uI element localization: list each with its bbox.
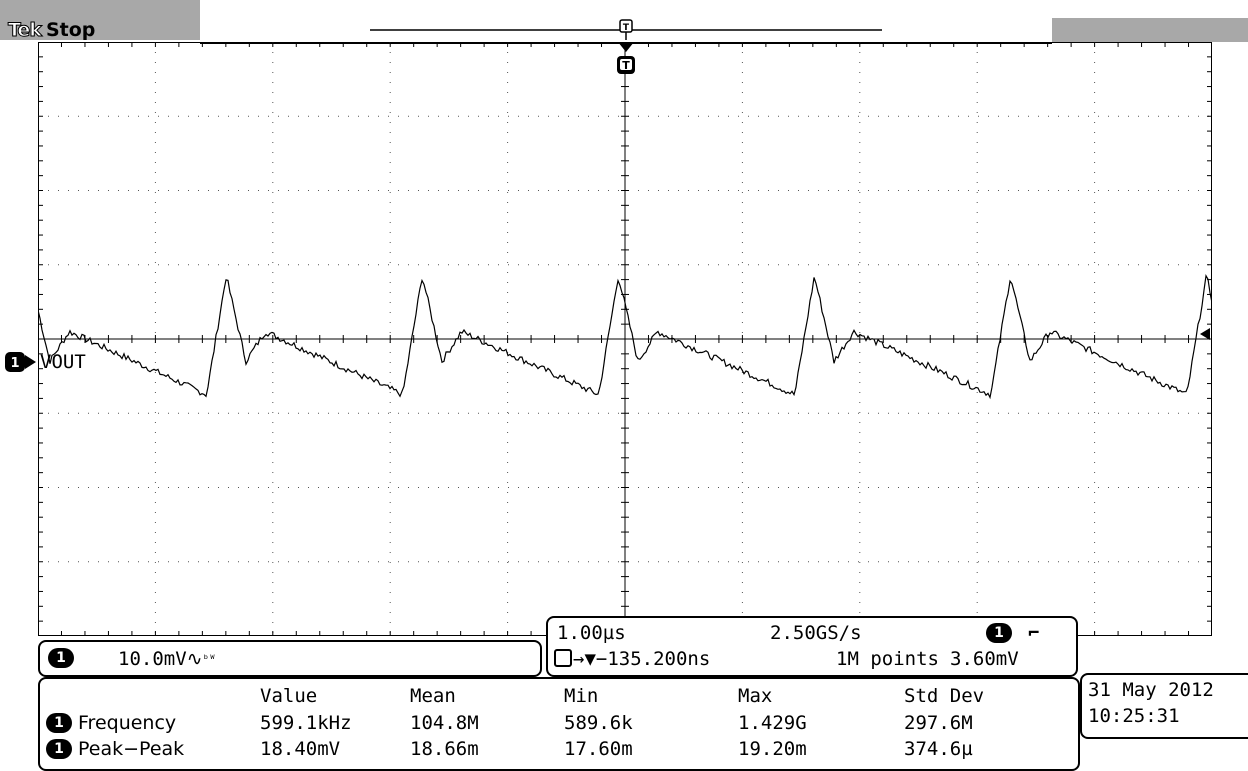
waveform-trace	[38, 274, 1212, 400]
column-header-max: Max	[738, 685, 773, 707]
measurement-max: 1.429G	[738, 712, 807, 734]
timebase-value: 1.00µs	[557, 622, 626, 644]
record-view-bar: T	[200, 18, 1052, 44]
vertical-scale-group: 10.0mV∿ᵇᵂ	[118, 647, 216, 672]
measurement-source-badge: 1	[46, 713, 72, 733]
column-header-std-dev: Std Dev	[904, 685, 985, 707]
sample-rate-value: 2.50GS/s	[770, 622, 862, 644]
header-status-bar-right	[1052, 18, 1248, 42]
trigger-position-group: →▼−135.200ns	[554, 647, 710, 671]
bandwidth-limit-icon: ᵇᵂ	[202, 652, 216, 666]
measurement-name: Peak−Peak	[78, 738, 185, 760]
vertical-scale-value: 10.0mV	[118, 648, 187, 670]
measurement-std-dev: 297.6M	[904, 712, 973, 734]
header-status-bar	[0, 0, 200, 40]
time-value: 10:25:31	[1088, 705, 1180, 727]
trigger-position-icon: T	[619, 19, 633, 40]
coupling-icon: ∿	[186, 648, 203, 670]
column-header-mean: Mean	[410, 685, 456, 707]
trigger-marker-icon: T	[617, 42, 635, 74]
channel-label: VOUT	[40, 351, 86, 373]
brand-logo: Tek	[8, 19, 43, 42]
trigger-source-badge: 1	[986, 623, 1012, 643]
date-value: 31 May 2012	[1088, 679, 1214, 701]
measurement-mean: 18.66m	[410, 738, 479, 760]
trigger-level-value: 3.60mV	[950, 648, 1019, 670]
record-view-indicator: T	[370, 19, 882, 40]
trigger-position-value: →▼−135.200ns	[573, 648, 711, 670]
measurement-min: 17.60m	[564, 738, 633, 760]
column-header-min: Min	[564, 685, 599, 707]
measurement-max: 19.20m	[738, 738, 807, 760]
waveform-graticule: T	[38, 42, 1212, 636]
record-length-value: 1M points	[836, 648, 939, 670]
vertical-scale-readout[interactable]: 1 10.0mV∿ᵇᵂ	[38, 640, 542, 677]
horizontal-trigger-readout[interactable]: 1.00µs 2.50GS/s 1 ⌐ →▼−135.200ns 1M poin…	[546, 616, 1078, 677]
trigger-level-icon	[1200, 328, 1210, 340]
measurements-table[interactable]: Value Mean Min Max Std Dev 1 Frequency 5…	[38, 677, 1080, 771]
graticule-grid	[38, 42, 1212, 636]
measurement-source-badge: 1	[46, 739, 72, 759]
channel-marker-number: 1	[10, 356, 19, 371]
measurement-mean: 104.8M	[410, 712, 479, 734]
column-header-value: Value	[260, 685, 318, 707]
channel-badge: 1	[48, 648, 74, 668]
trigger-slope-icon: ⌐	[1028, 622, 1040, 644]
svg-text:T: T	[622, 59, 630, 72]
trigger-t-icon	[554, 648, 572, 667]
channel-1-ground-marker[interactable]: 1	[4, 351, 38, 373]
measurement-min: 589.6k	[564, 712, 633, 734]
date-time-readout: 31 May 2012 10:25:31	[1080, 673, 1248, 739]
brand-status: Tek Stop	[8, 18, 96, 42]
svg-text:T: T	[623, 23, 630, 33]
measurement-value: 599.1kHz	[260, 712, 352, 734]
measurement-std-dev: 374.6µ	[904, 738, 973, 760]
measurement-value: 18.40mV	[260, 738, 341, 760]
acquisition-state: Stop	[45, 19, 96, 41]
measurement-name: Frequency	[78, 712, 177, 734]
